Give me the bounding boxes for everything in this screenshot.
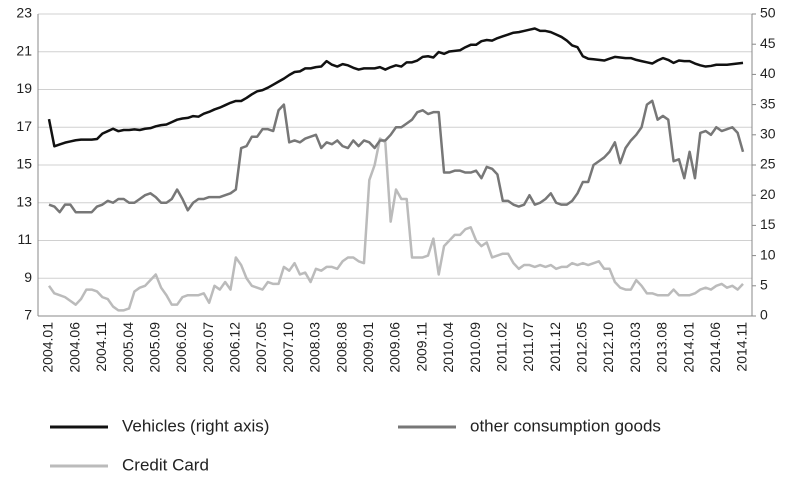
y2-tick-label: 20 [760,186,776,202]
x-tick-label: 2014.06 [707,322,723,373]
y-tick-label: 11 [17,231,32,247]
x-tick-label: 2014.11 [734,322,750,372]
x-tick-label: 2009.06 [387,322,403,373]
x-tick-label: 2010.04 [440,322,456,373]
x-tick-label: 2011.07 [520,322,536,372]
y-tick-label: 13 [16,193,32,209]
y-tick-label: 21 [16,42,32,58]
x-tick-label: 2011.02 [493,322,509,372]
series-line [48,99,745,214]
x-tick-label: 2006.07 [200,322,216,373]
x-tick-label: 2012.05 [574,322,590,373]
x-tick-label: 2013.08 [654,322,670,373]
y2-tick-label: 10 [760,246,776,262]
series-line [47,137,744,312]
y2-tick-label: 0 [760,307,768,323]
x-tick-label: 2007.05 [253,322,269,373]
legend-label: other consumption goods [470,416,661,435]
x-tick-label: 2005.09 [146,322,162,373]
y-tick-label: 7 [24,307,32,323]
x-tick-label: 2008.03 [307,322,323,373]
legend-label: Credit Card [122,455,209,474]
y-tick-label: 19 [16,80,32,96]
y-tick-label: 9 [24,269,32,285]
y2-tick-label: 40 [760,65,776,81]
x-tick-label: 2006.02 [173,322,189,373]
x-tick-label: 2014.01 [680,322,696,373]
y-tick-label: 23 [16,5,32,21]
x-tick-label: 2005.04 [120,322,136,373]
x-tick-label: 2009.01 [360,322,376,373]
x-tick-label: 2004.01 [40,322,56,373]
x-tick-label: 2004.11 [93,322,109,372]
x-tick-label: 2013.03 [627,322,643,373]
x-tick-label: 2008.08 [333,322,349,373]
x-tick-label: 2004.06 [66,322,82,373]
y2-tick-label: 15 [760,216,776,232]
x-tick-label: 2010.09 [467,322,483,373]
y2-tick-label: 45 [760,35,776,51]
y2-tick-label: 30 [760,126,776,142]
y2-tick-label: 5 [760,277,768,293]
x-tick-label: 2007.10 [280,322,296,373]
x-tick-label: 2012.10 [600,322,616,373]
legend-label: Vehicles (right axis) [122,416,269,435]
series-line [47,27,744,148]
y-tick-label: 15 [16,156,32,172]
y-tick-label: 17 [16,118,32,134]
y2-tick-label: 35 [760,95,776,111]
x-tick-label: 2006.12 [227,322,243,373]
x-tick-label: 2009.11 [413,322,429,372]
x-tick-label: 2011.12 [547,322,563,372]
y2-tick-label: 25 [760,156,776,172]
y2-tick-label: 50 [760,5,776,21]
